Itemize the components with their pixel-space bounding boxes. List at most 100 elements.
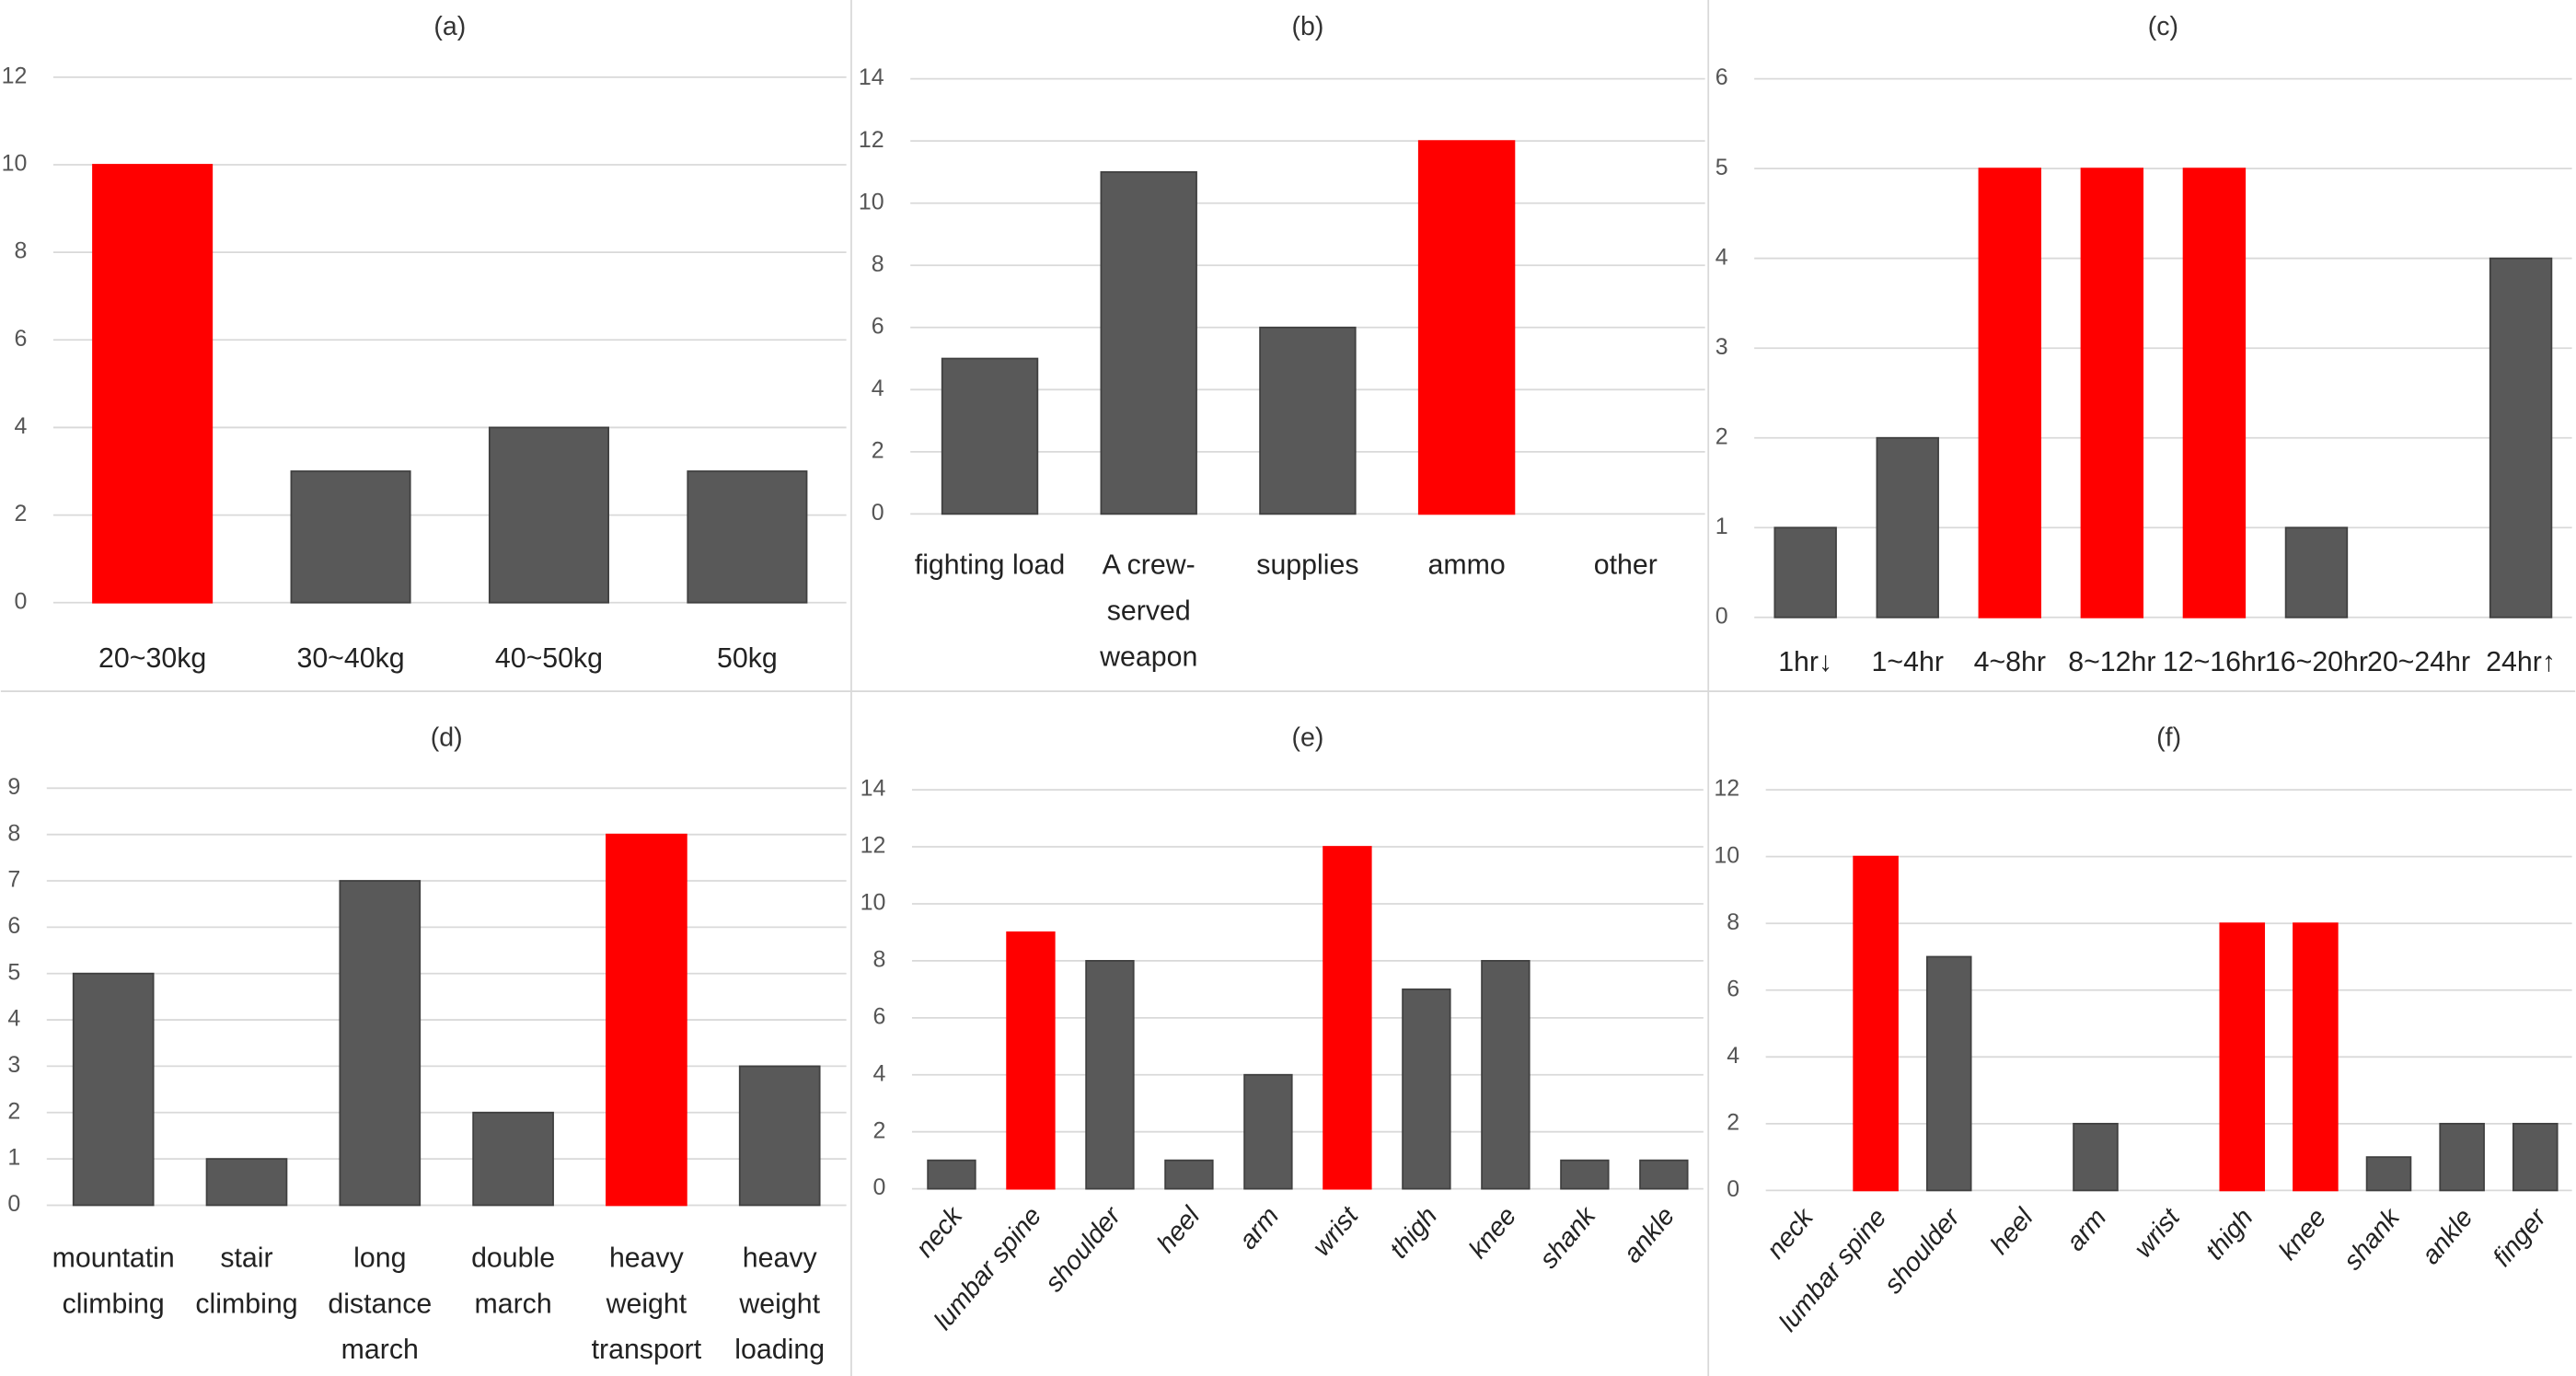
bar [2489, 257, 2553, 619]
y-tick-label: 3 [7, 1052, 20, 1078]
y-tick-label: 7 [7, 867, 20, 893]
x-tick-label: 1hr↓ [1778, 647, 1832, 677]
x-tick-label: 20~30kg [98, 643, 206, 674]
x-tick-label: fighting load [915, 549, 1065, 580]
x-tick-label: other [1594, 549, 1658, 580]
x-tick-label: 50kg [717, 643, 778, 674]
y-tick-label: 14 [861, 776, 886, 802]
y-tick-label: 4 [7, 1006, 20, 1032]
x-tick-label: double march [471, 1243, 555, 1319]
y-tick-label: 0 [872, 500, 884, 526]
x-tick-label: 1~4hr [1872, 647, 1944, 677]
y-tick-label: 1 [7, 1145, 20, 1171]
y-tick-label: 14 [859, 64, 884, 90]
bar [2365, 1156, 2412, 1192]
y-tick-label: 6 [1727, 976, 1739, 1001]
y-tick-label: 4 [1715, 244, 1728, 270]
chart-title: (f) [2156, 723, 2181, 752]
y-tick-label: 1 [1715, 514, 1728, 539]
bar [2219, 922, 2266, 1192]
bar [1481, 960, 1531, 1190]
y-tick-label: 8 [14, 238, 27, 264]
y-tick-label: 12 [1714, 776, 1739, 802]
y-tick-label: 4 [14, 413, 27, 439]
x-tick-label: mountatin climbing [52, 1243, 175, 1319]
x-tick-label: 40~50kg [495, 643, 603, 674]
x-tick-label: supplies [1256, 549, 1358, 580]
y-tick-label: 10 [1714, 842, 1739, 868]
bar [2284, 526, 2349, 619]
y-tick-label: 8 [872, 251, 884, 277]
bar [1323, 846, 1372, 1190]
bar [290, 470, 411, 604]
y-tick-label: 6 [7, 913, 20, 939]
y-tick-label: 6 [872, 313, 884, 339]
bar [927, 1159, 976, 1190]
bar [1164, 1159, 1214, 1190]
y-tick-label: 0 [7, 1191, 20, 1217]
bar [1639, 1159, 1689, 1190]
y-tick-label: 0 [873, 1174, 886, 1200]
y-tick-label: 4 [873, 1060, 886, 1086]
chart-title: (d) [431, 723, 463, 752]
x-tick-label: 20~24hr [2367, 647, 2470, 677]
x-tick-label: stair climbing [195, 1243, 297, 1319]
y-tick-label: 8 [1727, 909, 1739, 935]
bar [1417, 140, 1516, 515]
bar [2080, 168, 2144, 619]
bar [2293, 922, 2339, 1192]
y-tick-label: 10 [859, 189, 884, 214]
x-tick-label: 8~12hr [2068, 647, 2155, 677]
y-tick-label: 2 [1727, 1109, 1739, 1135]
chart-title: (a) [433, 12, 466, 41]
y-tick-label: 2 [872, 437, 884, 463]
bar [687, 470, 808, 604]
x-tick-label: 4~8hr [1974, 647, 2046, 677]
y-tick-label: 2 [14, 501, 27, 526]
y-tick-label: 3 [1715, 334, 1728, 360]
bar [472, 1111, 554, 1207]
chart-title: (e) [1291, 723, 1323, 752]
bar [72, 972, 155, 1207]
y-tick-label: 8 [873, 946, 886, 972]
y-tick-label: 10 [861, 890, 886, 916]
y-tick-label: 2 [7, 1098, 20, 1124]
x-tick-label: long distance march [328, 1243, 432, 1365]
chart-title: (c) [2148, 12, 2178, 41]
y-tick-label: 0 [1727, 1176, 1739, 1202]
bar [1876, 436, 1939, 619]
y-tick-label: 0 [14, 588, 27, 614]
bar [1100, 171, 1197, 515]
bar [1085, 960, 1135, 1190]
bar [1243, 1073, 1293, 1190]
x-tick-label: heavy weight transport [592, 1243, 702, 1365]
y-tick-label: 5 [7, 959, 20, 985]
y-tick-label: 6 [873, 1003, 886, 1029]
bar [92, 164, 214, 604]
bar [339, 880, 422, 1207]
y-tick-label: 12 [859, 127, 884, 153]
bar [2073, 1122, 2119, 1192]
y-tick-label: 6 [1715, 64, 1728, 90]
y-tick-label: 6 [14, 326, 27, 352]
x-tick-label: A crew-served weapon [1099, 549, 1197, 672]
bar [2512, 1122, 2559, 1192]
y-tick-label: 2 [1715, 423, 1728, 449]
bar [1402, 988, 1451, 1190]
bar [1978, 168, 2042, 619]
bar [488, 426, 609, 604]
y-tick-label: 12 [861, 833, 886, 859]
y-tick-label: 0 [1715, 603, 1728, 629]
y-tick-label: 9 [7, 774, 20, 800]
bar [1006, 931, 1056, 1190]
y-tick-label: 8 [7, 820, 20, 846]
bar [1773, 526, 1837, 619]
x-tick-label: heavy weight loading [734, 1243, 825, 1365]
bar [941, 357, 1039, 515]
bar [1259, 326, 1357, 515]
x-tick-label: ammo [1427, 549, 1505, 580]
bar [606, 833, 687, 1207]
y-tick-label: 4 [872, 376, 884, 401]
bar [1853, 855, 1899, 1192]
